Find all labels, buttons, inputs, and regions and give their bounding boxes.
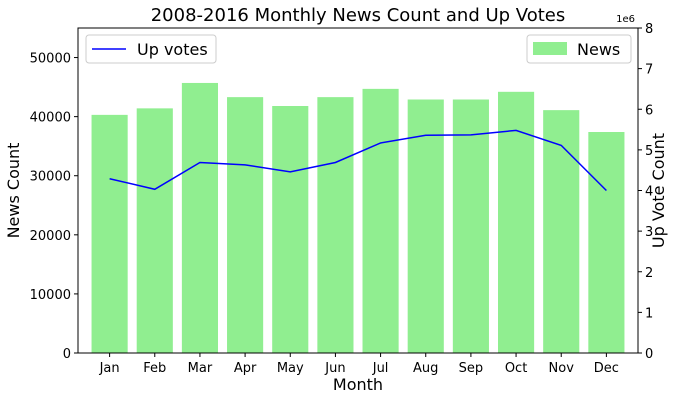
- x-tick-label-apr: Apr: [234, 361, 257, 376]
- y2-tick-label: 7: [645, 63, 653, 78]
- y2-tick-label: 0: [645, 347, 653, 362]
- line-series-up-votes: [109, 129, 607, 192]
- y-tick-label: 50000: [30, 52, 71, 67]
- x-tick-label-feb: Feb: [143, 361, 166, 376]
- up-votes-line: [109, 129, 607, 192]
- y-axis-left: 0 10000 20000 30000 40000 50000: [30, 52, 78, 362]
- y-tick-label: 30000: [30, 170, 71, 185]
- y2-tick-label: 5: [645, 144, 653, 159]
- y2-tick-label: 4: [645, 185, 653, 200]
- legend-news: News: [526, 34, 632, 64]
- legend-label-up-votes: Up votes: [137, 40, 208, 59]
- x-axis: Jan Feb Mar Apr May Jun Jul Aug Sep Oct Nov Dec: [99, 353, 619, 376]
- y2-tick-label: 6: [645, 103, 653, 118]
- bar-nov: [543, 110, 580, 354]
- x-tick-label-jan: Jan: [99, 361, 120, 376]
- legend-up-votes: Up votes: [85, 34, 217, 64]
- y2-tick-label: 1: [645, 306, 653, 321]
- bar-jan: [91, 114, 128, 353]
- legend-label-news: News: [577, 40, 620, 59]
- bar-apr: [227, 97, 264, 354]
- y2-tick-label: 2: [645, 266, 653, 281]
- x-tick-label-nov: Nov: [549, 361, 575, 376]
- y2-tick-label: 8: [645, 22, 653, 37]
- bar-feb: [136, 108, 173, 353]
- legend-box: [85, 34, 217, 64]
- y-tick-label: 40000: [30, 111, 71, 126]
- bar-series-news: [91, 82, 625, 354]
- x-tick-label-mar: Mar: [188, 361, 213, 376]
- bar-sep: [452, 99, 489, 353]
- x-tick-label-dec: Dec: [594, 361, 619, 376]
- x-tick-label-jul: Jul: [372, 361, 389, 376]
- y2-tick-label: 3: [645, 225, 653, 240]
- y2-offset-label: 1e6: [616, 14, 635, 25]
- y-axis-right: 0 1 2 3 4 5 6 7 8: [638, 22, 653, 362]
- y-tick-label: 10000: [30, 288, 71, 303]
- bar-mar: [181, 82, 218, 354]
- x-tick-label-jun: Jun: [324, 361, 345, 376]
- bar-may: [272, 106, 309, 353]
- legend-bar-swatch: [533, 42, 567, 55]
- y-axis-label: News Count: [4, 143, 23, 239]
- bar-jun: [317, 97, 354, 354]
- bar-dec: [588, 132, 625, 353]
- x-tick-label-sep: Sep: [459, 361, 484, 376]
- x-tick-label-oct: Oct: [505, 361, 527, 376]
- chart-title: 2008-2016 Monthly News Count and Up Vote…: [151, 5, 566, 26]
- y2-axis-label: Up Vote Count: [649, 133, 668, 248]
- x-axis-label: Month: [333, 375, 383, 394]
- x-tick-label-may: May: [277, 361, 304, 376]
- y-tick-label: 20000: [30, 229, 71, 244]
- x-tick-label-aug: Aug: [413, 361, 438, 376]
- y-tick-label: 0: [63, 347, 71, 362]
- bar-oct: [498, 91, 535, 354]
- bar-aug: [407, 99, 444, 353]
- bar-jul: [362, 88, 399, 353]
